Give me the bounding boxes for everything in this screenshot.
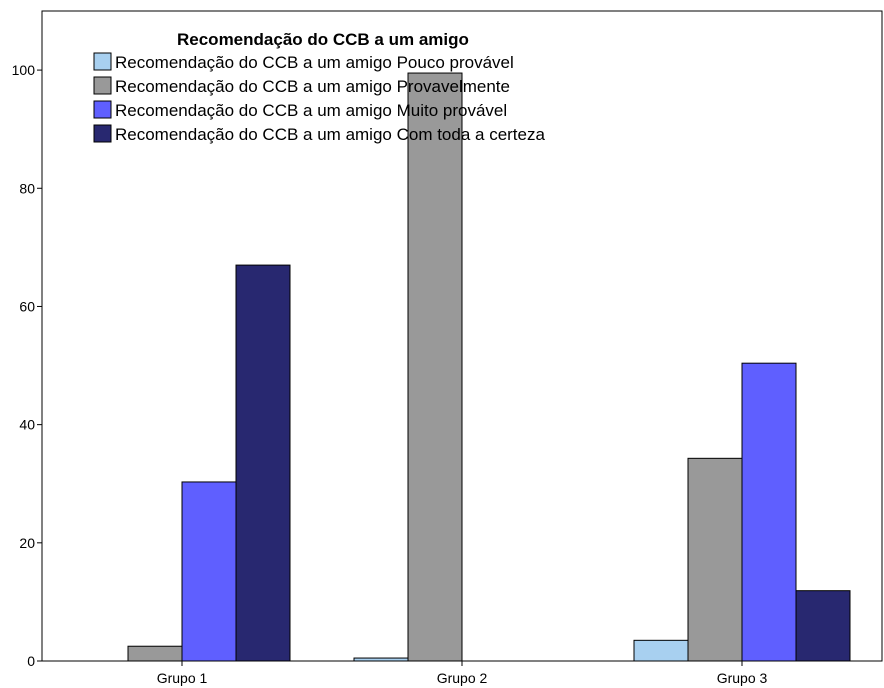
- legend-swatch: [93, 100, 112, 119]
- bar: [795, 590, 851, 662]
- bar: [353, 657, 409, 662]
- y-tick-label: 20: [19, 535, 35, 551]
- legend-swatch: [93, 52, 112, 71]
- bar: [741, 362, 797, 662]
- bars-group: [127, 72, 851, 662]
- legend-title: Recomendação do CCB a um amigo: [177, 30, 469, 49]
- y-tick-label: 40: [19, 417, 35, 433]
- legend-label: Recomendação do CCB a um amigo Com toda …: [115, 125, 545, 144]
- y-tick-label: 60: [19, 298, 35, 314]
- y-tick-label: 80: [19, 180, 35, 196]
- legend: Recomendação do CCB a um amigo Recomenda…: [93, 30, 545, 144]
- bar: [407, 72, 463, 662]
- legend-label: Recomendação do CCB a um amigo Provavelm…: [115, 77, 510, 96]
- legend-label: Recomendação do CCB a um amigo Muito pro…: [115, 101, 507, 120]
- bar: [127, 645, 183, 662]
- bar: [235, 264, 291, 662]
- y-tick-label: 100: [12, 62, 36, 78]
- legend-swatch: [93, 124, 112, 143]
- y-tick-label: 0: [27, 653, 35, 669]
- legend-swatch: [93, 76, 112, 95]
- x-axis: Grupo 1 Grupo 2 Grupo 3: [157, 661, 768, 686]
- bar: [687, 457, 743, 662]
- bar: [633, 639, 689, 662]
- x-tick-label: Grupo 2: [437, 670, 488, 686]
- y-axis: 0 20 40 60 80 100: [12, 62, 42, 669]
- x-tick-label: Grupo 3: [717, 670, 768, 686]
- bar: [181, 481, 237, 662]
- x-tick-label: Grupo 1: [157, 670, 208, 686]
- legend-items: Recomendação do CCB a um amigo Pouco pro…: [93, 52, 545, 144]
- legend-label: Recomendação do CCB a um amigo Pouco pro…: [115, 53, 514, 72]
